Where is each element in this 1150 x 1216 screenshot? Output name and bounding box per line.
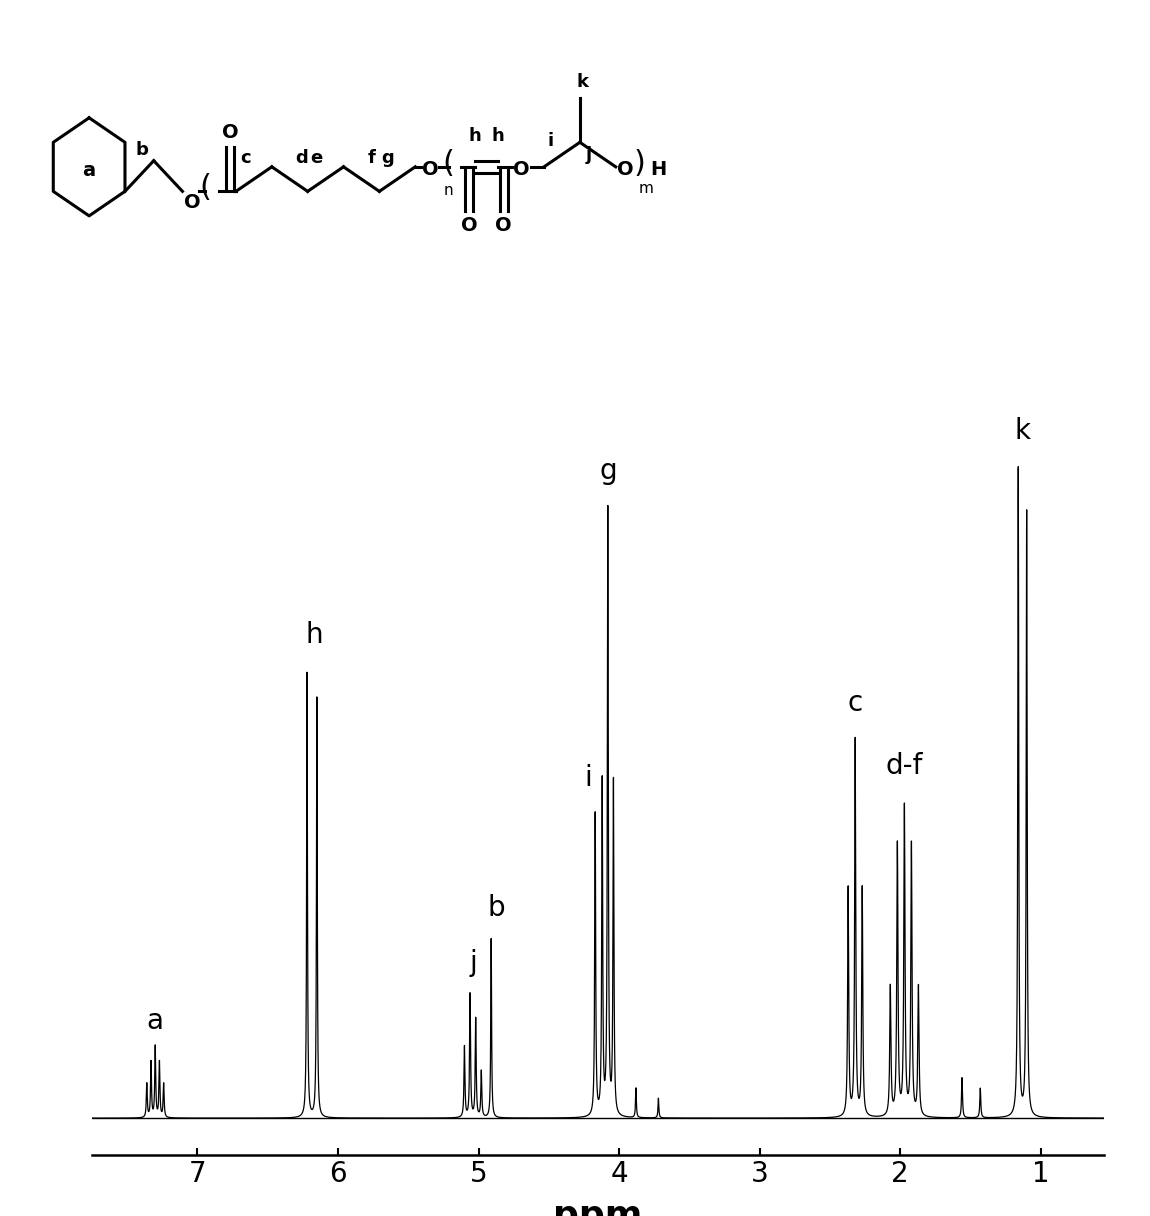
Text: c: c bbox=[240, 148, 251, 167]
Text: b: b bbox=[136, 141, 148, 159]
Text: a: a bbox=[147, 1007, 163, 1035]
Text: O: O bbox=[513, 161, 530, 179]
Text: b: b bbox=[488, 894, 506, 922]
Text: H: H bbox=[650, 161, 667, 179]
Text: m: m bbox=[638, 181, 653, 196]
Text: d: d bbox=[296, 148, 308, 167]
Text: c: c bbox=[848, 688, 862, 716]
Text: ): ) bbox=[634, 148, 646, 178]
Text: h: h bbox=[305, 620, 323, 648]
Text: O: O bbox=[422, 161, 439, 179]
Text: k: k bbox=[577, 73, 589, 91]
Text: k: k bbox=[1014, 417, 1030, 445]
Text: e: e bbox=[310, 148, 323, 167]
Text: O: O bbox=[184, 192, 200, 212]
Text: (: ( bbox=[200, 174, 212, 202]
Text: i: i bbox=[584, 764, 592, 792]
Text: i: i bbox=[547, 131, 554, 150]
Text: j: j bbox=[469, 950, 477, 978]
X-axis label: ppm: ppm bbox=[553, 1199, 643, 1216]
Text: j: j bbox=[585, 146, 592, 164]
Text: g: g bbox=[382, 148, 394, 167]
Text: O: O bbox=[616, 161, 634, 179]
Text: n: n bbox=[443, 184, 453, 198]
Text: a: a bbox=[83, 161, 95, 180]
Text: (: ( bbox=[442, 148, 454, 178]
Text: d-f: d-f bbox=[886, 751, 923, 779]
Text: f: f bbox=[367, 148, 375, 167]
Text: O: O bbox=[461, 216, 477, 235]
Text: g: g bbox=[599, 457, 616, 485]
Text: O: O bbox=[222, 123, 238, 142]
Text: O: O bbox=[496, 216, 512, 235]
Text: h: h bbox=[492, 126, 505, 145]
Text: h: h bbox=[469, 126, 482, 145]
